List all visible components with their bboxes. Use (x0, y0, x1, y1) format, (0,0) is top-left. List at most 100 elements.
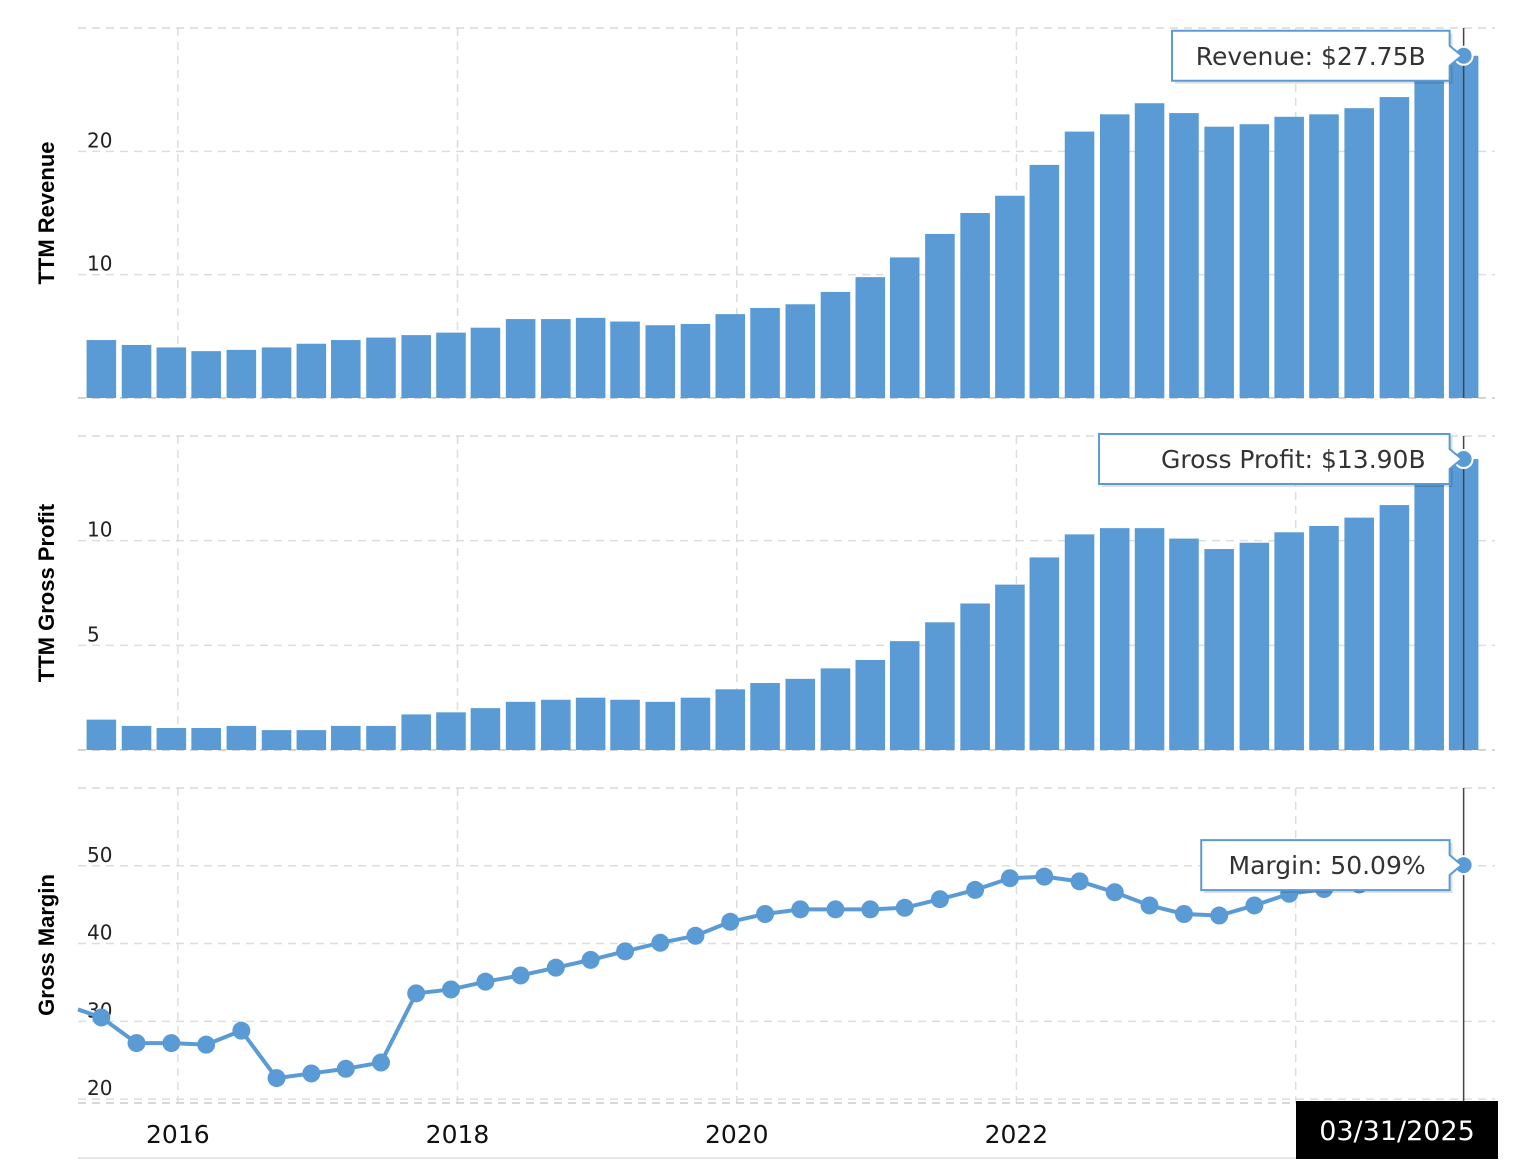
data-point[interactable] (1140, 896, 1159, 915)
bar[interactable] (1239, 124, 1270, 398)
bar[interactable] (331, 725, 361, 750)
bar[interactable] (680, 697, 711, 750)
bar[interactable] (715, 314, 746, 398)
data-point[interactable] (966, 880, 985, 899)
data-point[interactable] (1210, 906, 1229, 925)
bar[interactable] (610, 321, 640, 398)
bar[interactable] (1274, 116, 1304, 399)
bar[interactable] (121, 725, 152, 750)
data-point[interactable] (441, 980, 460, 999)
bar[interactable] (1414, 74, 1444, 398)
data-point[interactable] (1245, 896, 1264, 915)
bar[interactable] (995, 584, 1025, 750)
data-point[interactable] (1105, 883, 1124, 902)
bar[interactable] (226, 349, 257, 398)
data-point[interactable] (127, 1034, 146, 1053)
data-point[interactable] (1035, 867, 1054, 886)
bar[interactable] (1379, 505, 1410, 750)
bar[interactable] (226, 725, 257, 750)
bar[interactable] (750, 307, 780, 398)
bar[interactable] (1274, 532, 1304, 750)
bar[interactable] (645, 701, 676, 750)
bar[interactable] (86, 719, 117, 750)
data-point[interactable] (791, 900, 810, 919)
data-point[interactable] (1070, 872, 1089, 891)
bar[interactable] (855, 659, 886, 750)
bar[interactable] (785, 304, 816, 398)
bar[interactable] (1239, 542, 1270, 750)
data-point[interactable] (651, 933, 670, 952)
bar[interactable] (925, 233, 955, 398)
data-point[interactable] (861, 900, 880, 919)
bar[interactable] (541, 699, 571, 750)
bar[interactable] (191, 351, 221, 398)
bar[interactable] (575, 317, 606, 398)
bar[interactable] (889, 257, 920, 398)
bar[interactable] (750, 683, 780, 750)
bar[interactable] (1029, 557, 1060, 750)
bar[interactable] (191, 728, 221, 750)
bar[interactable] (401, 714, 431, 750)
bar[interactable] (1309, 114, 1339, 398)
bar[interactable] (925, 622, 955, 750)
bar[interactable] (1134, 528, 1165, 750)
bar[interactable] (470, 708, 501, 750)
bar[interactable] (1204, 126, 1234, 399)
bar[interactable] (1064, 534, 1095, 750)
bar[interactable] (366, 337, 396, 398)
data-point[interactable] (162, 1034, 181, 1053)
data-point[interactable] (407, 984, 426, 1003)
data-point[interactable] (197, 1035, 216, 1054)
bar[interactable] (680, 324, 711, 398)
bar[interactable] (995, 195, 1025, 398)
bar[interactable] (470, 327, 501, 398)
data-point[interactable] (616, 942, 635, 961)
bar[interactable] (1099, 114, 1130, 398)
bar[interactable] (1344, 108, 1374, 399)
bar[interactable] (575, 697, 606, 750)
bar[interactable] (1099, 528, 1130, 750)
bar[interactable] (505, 319, 536, 398)
bar[interactable] (541, 319, 571, 398)
bar[interactable] (401, 335, 431, 398)
bar[interactable] (1344, 517, 1374, 750)
bar[interactable] (296, 343, 327, 398)
bar[interactable] (889, 641, 920, 750)
bar[interactable] (1064, 131, 1095, 398)
bar[interactable] (715, 689, 746, 750)
data-point[interactable] (371, 1053, 390, 1072)
bar[interactable] (1029, 164, 1060, 398)
data-point[interactable] (930, 890, 949, 909)
bar[interactable] (1134, 103, 1165, 398)
data-point[interactable] (92, 1008, 111, 1027)
bar[interactable] (1169, 538, 1199, 750)
bar[interactable] (960, 603, 990, 750)
data-point[interactable] (756, 905, 775, 923)
data-point[interactable] (232, 1021, 251, 1040)
data-point[interactable] (336, 1059, 355, 1078)
data-point[interactable] (1000, 869, 1019, 888)
bar[interactable] (855, 277, 886, 398)
bar[interactable] (86, 340, 117, 398)
bar[interactable] (366, 725, 396, 750)
bar[interactable] (156, 728, 187, 750)
data-point[interactable] (895, 898, 914, 917)
data-point[interactable] (686, 926, 705, 945)
bar[interactable] (436, 332, 466, 398)
bar[interactable] (1169, 113, 1199, 398)
data-point[interactable] (826, 900, 845, 919)
bar[interactable] (1414, 482, 1444, 750)
bar[interactable] (960, 213, 990, 398)
data-point[interactable] (721, 912, 740, 931)
data-point[interactable] (546, 958, 565, 977)
bar[interactable] (261, 347, 292, 398)
bar[interactable] (156, 347, 187, 398)
bar[interactable] (1309, 526, 1339, 750)
bar[interactable] (785, 678, 816, 750)
bar[interactable] (261, 730, 292, 750)
data-point[interactable] (581, 950, 600, 969)
bar[interactable] (331, 340, 361, 398)
bar[interactable] (436, 712, 466, 750)
bar[interactable] (121, 344, 152, 398)
bar[interactable] (1204, 549, 1234, 750)
